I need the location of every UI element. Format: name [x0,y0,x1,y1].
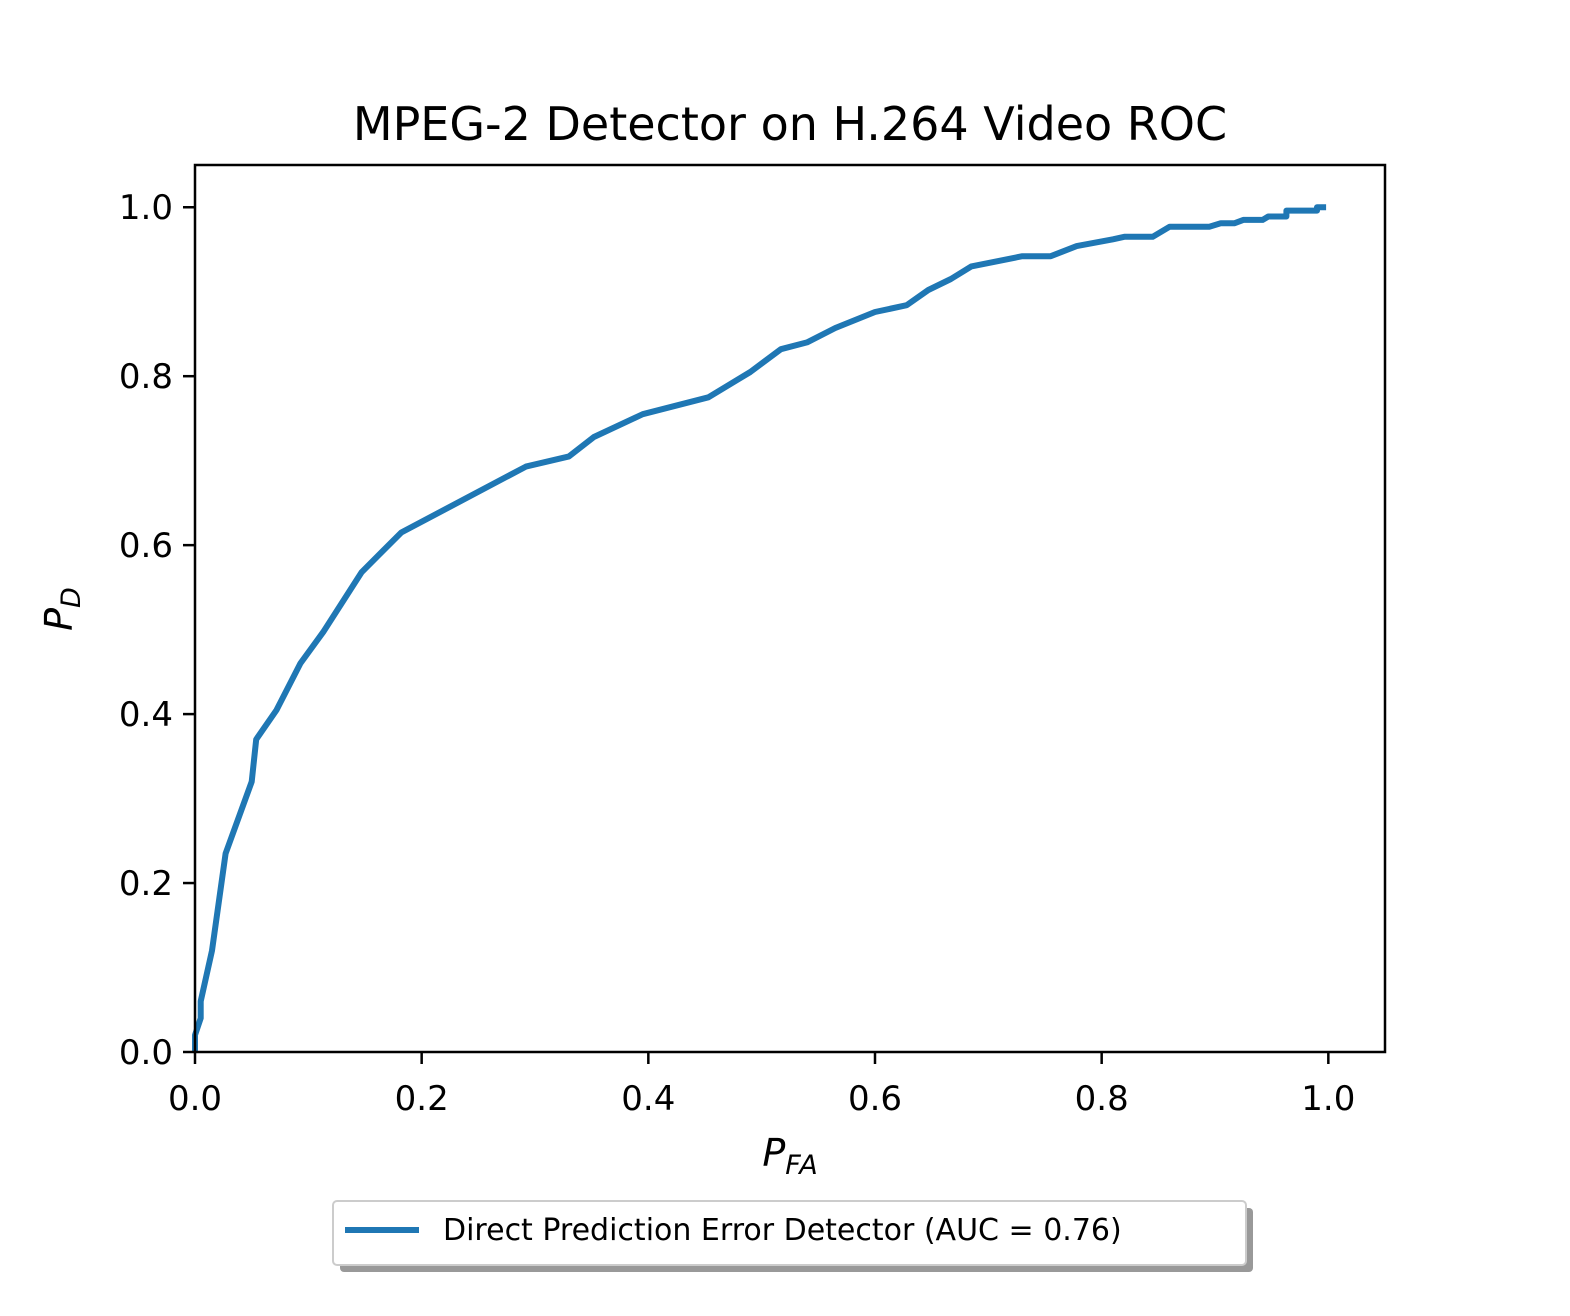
y-tick-label: 0.8 [119,357,173,397]
line-layer [192,204,1327,1052]
x-tick-label: 0.8 [1075,1079,1129,1119]
x-axis-label-sub: FA [785,1150,817,1181]
y-tick-label: 1.0 [119,188,173,228]
x-tick-label: 0.6 [848,1079,902,1119]
legend-box [332,1200,1247,1266]
chart-title: MPEG-2 Detector on H.264 Video ROC [353,97,1227,151]
y-axis-label-sub: D [56,587,87,608]
x-tick-label: 0.2 [395,1079,449,1119]
plot-frame [193,163,1387,1054]
series-line-0 [192,204,1327,1052]
y-tick-label: 0.2 [119,864,173,904]
y-axis-label: PD [37,587,87,631]
legend-label: Direct Prediction Error Detector (AUC = … [443,1213,1122,1248]
x-tick-label: 0.0 [168,1079,222,1119]
plot-area [192,163,1387,1054]
x-axis-label: PFA [762,1131,817,1181]
y-tick-label: 0.6 [119,526,173,566]
legend: Direct Prediction Error Detector (AUC = … [332,1200,1253,1272]
y-axis-label-main: P [37,608,81,631]
y-tick-label: 0.0 [119,1033,173,1073]
y-tick-label: 0.4 [119,695,173,735]
y-axis-ticks: 0.0 0.2 0.4 0.6 0.8 1.0 [119,188,195,1073]
x-tick-label: 0.4 [621,1079,675,1119]
x-tick-label: 1.0 [1301,1079,1355,1119]
x-axis-label-main: P [762,1131,785,1175]
x-axis-ticks: 0.0 0.2 0.4 0.6 0.8 1.0 [168,1052,1355,1119]
